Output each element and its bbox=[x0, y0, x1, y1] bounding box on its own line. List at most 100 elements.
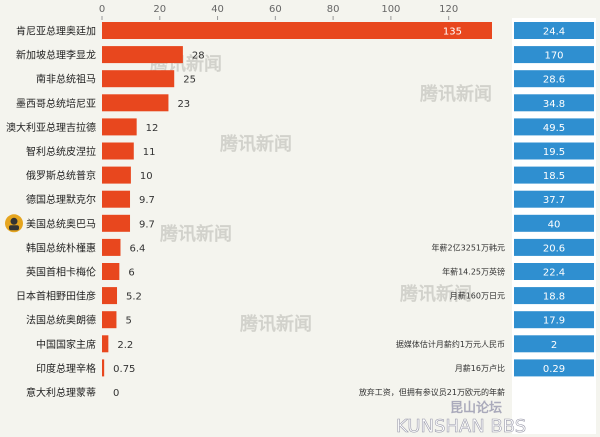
bar bbox=[102, 118, 137, 136]
category-label: 美国总统奥巴马 bbox=[26, 217, 96, 230]
right-value-label: 22.4 bbox=[543, 268, 565, 279]
watermark-4: 腾讯新闻 bbox=[420, 83, 492, 105]
salary-note: 月薪160万日元 bbox=[450, 291, 505, 301]
bar bbox=[102, 190, 131, 208]
right-value-bar bbox=[514, 214, 594, 232]
bar-value-label: 2.2 bbox=[117, 340, 133, 351]
watermark-2: 腾讯新闻 bbox=[160, 223, 232, 245]
salary-note: 放弃工资，但拥有参议员21万欧元的年薪 bbox=[359, 387, 505, 397]
right-value-bar bbox=[514, 70, 594, 88]
bar bbox=[102, 46, 183, 64]
right-value-label: 170 bbox=[544, 51, 563, 62]
category-label: 智利总统皮涅拉 bbox=[26, 145, 96, 158]
bar-value-label: 5.2 bbox=[126, 292, 142, 303]
category-label: 法国总统奥朗德 bbox=[26, 314, 96, 327]
x-tick-label: 80 bbox=[327, 4, 340, 15]
bar-value-label: 9.7 bbox=[139, 195, 155, 206]
right-value-label: 2 bbox=[551, 340, 557, 351]
bar bbox=[102, 94, 169, 112]
bar bbox=[102, 359, 105, 377]
right-value-label: 18.5 bbox=[543, 171, 565, 182]
category-label: 意大利总理蒙蒂 bbox=[26, 386, 96, 399]
bar-value-label: 6 bbox=[128, 268, 134, 279]
x-tick-label: 120 bbox=[439, 4, 458, 15]
right-value-label: 17.9 bbox=[543, 316, 565, 327]
category-label: 南非总统祖马 bbox=[36, 73, 96, 86]
category-label: 英国首相卡梅伦 bbox=[26, 266, 96, 279]
x-tick-label: 100 bbox=[381, 4, 400, 15]
bar-value-label: 25 bbox=[183, 75, 196, 86]
salary-note: 年薪14.25万英镑 bbox=[442, 267, 505, 277]
bar bbox=[102, 166, 131, 184]
bar bbox=[102, 287, 118, 305]
category-label: 韩国总统朴槿惠 bbox=[26, 241, 96, 254]
right-value-label: 0.29 bbox=[543, 364, 565, 375]
category-label: 日本首相野田佳彦 bbox=[16, 290, 96, 303]
bar-value-label: 10 bbox=[140, 171, 153, 182]
right-value-label: 28.6 bbox=[543, 75, 565, 86]
right-value-bar bbox=[514, 94, 594, 112]
bar bbox=[102, 70, 175, 88]
x-tick-label: 60 bbox=[269, 4, 282, 15]
right-value-label: 24.4 bbox=[543, 27, 565, 38]
bar-value-label: 6.4 bbox=[129, 243, 145, 254]
right-value-bar bbox=[514, 190, 594, 208]
watermark-1: 腾讯新闻 bbox=[220, 133, 292, 155]
category-label: 新加坡总理李显龙 bbox=[16, 49, 96, 62]
category-label: 澳大利亚总理吉拉德 bbox=[6, 121, 96, 134]
x-tick-label: 20 bbox=[153, 4, 166, 15]
bar-value-label: 9.7 bbox=[139, 219, 155, 230]
footer-line1: 昆山论坛 bbox=[450, 400, 502, 416]
bar bbox=[102, 263, 120, 280]
avatar-body-icon bbox=[9, 225, 19, 231]
right-value-label: 19.5 bbox=[543, 147, 565, 158]
category-label: 墨西哥总统培尼亚 bbox=[16, 97, 96, 110]
right-value-bar bbox=[514, 22, 594, 39]
x-tick-label: 40 bbox=[211, 4, 224, 15]
bar-value-label: 12 bbox=[146, 123, 159, 134]
right-value-bar bbox=[514, 238, 594, 256]
right-value-bar bbox=[514, 335, 594, 353]
right-value-bar bbox=[514, 118, 594, 136]
bar-value-label: 135 bbox=[443, 27, 462, 38]
right-value-bar bbox=[514, 46, 594, 64]
bar-value-label: 0 bbox=[113, 388, 119, 399]
right-value-label: 34.8 bbox=[543, 99, 565, 110]
category-label: 印度总理辛格 bbox=[36, 362, 96, 375]
bar bbox=[102, 214, 131, 232]
right-value-bar bbox=[514, 142, 594, 160]
right-value-label: 20.6 bbox=[543, 243, 565, 254]
category-label: 肯尼亚总理奥廷加 bbox=[16, 25, 96, 38]
salary-note: 年薪2亿3251万韩元 bbox=[432, 242, 505, 252]
right-value-bar bbox=[514, 263, 594, 280]
bar bbox=[102, 142, 134, 160]
right-value-bar bbox=[514, 287, 594, 305]
category-label: 俄罗斯总统普京 bbox=[26, 169, 96, 182]
bar bbox=[102, 335, 109, 353]
right-value-label: 37.7 bbox=[543, 195, 565, 206]
bar bbox=[102, 22, 492, 39]
right-value-bar bbox=[514, 166, 594, 184]
bar bbox=[102, 238, 121, 256]
bar-value-label: 23 bbox=[177, 99, 190, 110]
bar-value-label: 28 bbox=[192, 51, 205, 62]
salary-note: 据媒体估计月薪约1万元人民币 bbox=[396, 339, 505, 349]
bar-value-label: 0.75 bbox=[113, 364, 135, 375]
bar-value-label: 5 bbox=[125, 316, 131, 327]
footer-line2: KUNSHAN BBS bbox=[396, 416, 526, 437]
avatar-head-icon bbox=[10, 217, 18, 225]
watermark-3: 腾讯新闻 bbox=[240, 313, 312, 335]
bar bbox=[102, 311, 117, 329]
right-value-bar bbox=[514, 359, 594, 377]
watermark-5: 腾讯新闻 bbox=[400, 283, 472, 305]
category-label: 中国国家主席 bbox=[36, 338, 96, 351]
right-value-label: 49.5 bbox=[543, 123, 565, 134]
salary-note: 月薪16万卢比 bbox=[455, 363, 505, 373]
right-value-bar bbox=[514, 311, 594, 329]
category-label: 德国总理默克尔 bbox=[26, 193, 96, 206]
right-value-label: 40 bbox=[548, 219, 561, 230]
bar-value-label: 11 bbox=[143, 147, 156, 158]
right-value-label: 18.8 bbox=[543, 292, 565, 303]
x-tick-label: 0 bbox=[99, 4, 105, 15]
